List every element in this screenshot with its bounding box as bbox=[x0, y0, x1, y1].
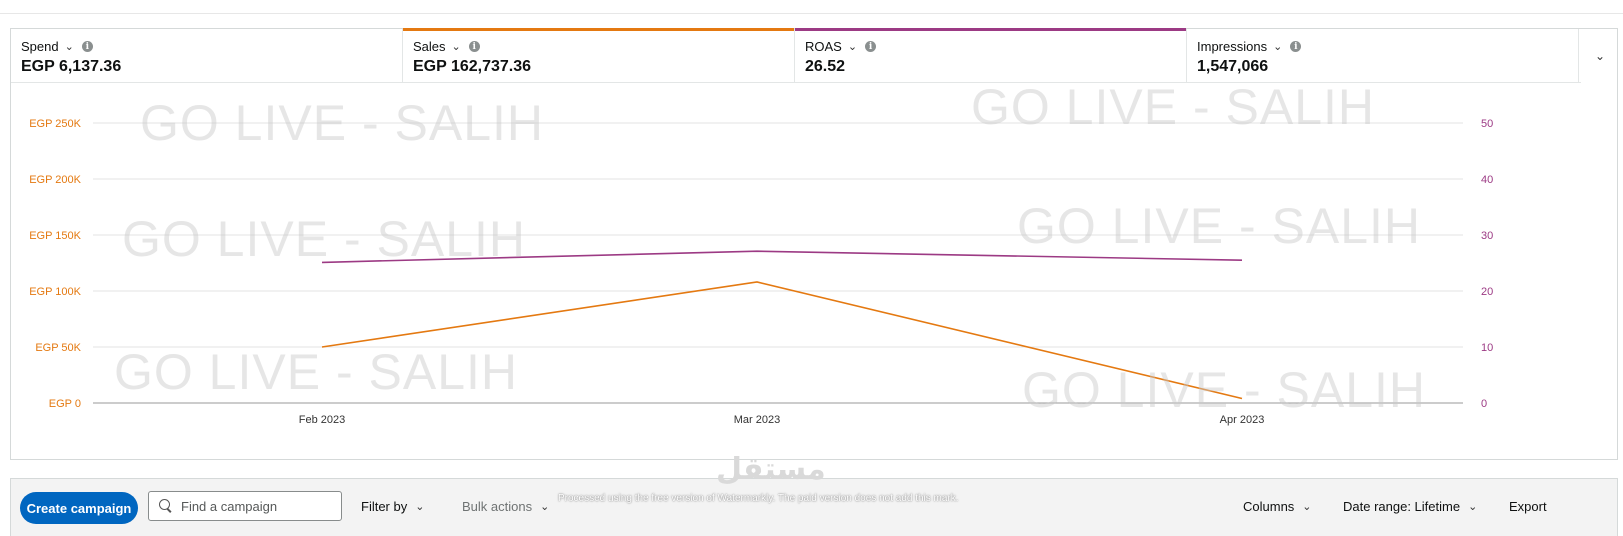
filter-by-label: Filter by bbox=[361, 498, 408, 514]
campaign-toolbar: Create campaign Filter by ⌄ Bulk actions ⌄… bbox=[10, 478, 1618, 536]
metric-impressions-label: Impressions bbox=[1197, 39, 1268, 54]
x-tick-label: Apr 2023 bbox=[1220, 414, 1265, 426]
performance-panel: Spend ⌄ i EGP 6,137.36 Sales ⌄ i EGP 162,737… bbox=[10, 28, 1618, 460]
top-bar bbox=[0, 0, 1623, 14]
filter-by-button[interactable]: Filter by ⌄ bbox=[361, 491, 424, 521]
watermark-logo: مستقل bbox=[716, 452, 826, 487]
bulk-actions-label: Bulk actions bbox=[462, 498, 533, 514]
series-line-roas bbox=[321, 250, 1243, 264]
bulk-actions-button[interactable]: Bulk actions ⌄ bbox=[462, 491, 549, 521]
left-tick-label: EGP 0 bbox=[49, 398, 81, 410]
left-tick-label: EGP 250K bbox=[29, 118, 81, 130]
chevron-down-icon[interactable]: ⌄ bbox=[451, 41, 461, 53]
metric-roas[interactable]: ROAS ⌄ i 26.52 bbox=[795, 28, 1187, 83]
columns-button[interactable]: Columns ⌄ bbox=[1243, 491, 1312, 521]
metric-roas-label: ROAS bbox=[805, 39, 842, 54]
create-campaign-button[interactable]: Create campaign bbox=[20, 492, 138, 524]
chevron-down-icon: ⌄ bbox=[540, 500, 550, 513]
x-tick-label: Mar 2023 bbox=[734, 414, 780, 426]
performance-chart: EGP 0 0 EGP 50K 10 EGP 100K 20 EGP 150K 30 EGP 2… bbox=[29, 118, 1493, 426]
info-icon[interactable]: i bbox=[81, 41, 93, 52]
watermark-note: Processed using the free version of Wate… bbox=[558, 493, 959, 504]
metric-spend-accent bbox=[11, 28, 402, 31]
metric-selector-row: Spend ⌄ i EGP 6,137.36 Sales ⌄ i EGP 162,737… bbox=[11, 28, 1581, 83]
export-label: Export bbox=[1509, 498, 1547, 514]
metric-sales-label: Sales bbox=[413, 39, 446, 54]
metric-impressions-value: 1,547,066 bbox=[1197, 58, 1269, 75]
right-tick-label: 30 bbox=[1481, 230, 1493, 242]
expand-chevron-icon[interactable]: ⌄ bbox=[1594, 49, 1606, 63]
metric-spend-label: Spend bbox=[21, 39, 59, 54]
date-range-label: Date range: Lifetime bbox=[1343, 498, 1461, 514]
metric-sales-accent bbox=[403, 28, 794, 31]
right-tick-label: 10 bbox=[1481, 342, 1493, 354]
metric-sales-value: EGP 162,737.36 bbox=[413, 58, 532, 75]
left-tick-label: EGP 200K bbox=[29, 174, 81, 186]
series-line-sales bbox=[321, 281, 1243, 400]
export-button[interactable]: Export bbox=[1509, 491, 1547, 521]
right-tick-label: 40 bbox=[1481, 174, 1493, 186]
right-tick-label: 0 bbox=[1481, 398, 1487, 410]
chevron-down-icon: ⌄ bbox=[415, 500, 425, 513]
chevron-down-icon: ⌄ bbox=[1468, 500, 1478, 513]
right-tick-label: 50 bbox=[1481, 118, 1493, 130]
date-range-button[interactable]: Date range: Lifetime ⌄ bbox=[1343, 491, 1477, 521]
chevron-down-icon[interactable]: ⌄ bbox=[1273, 41, 1283, 53]
metric-impressions[interactable]: Impressions ⌄ i 1,547,066 bbox=[1187, 29, 1579, 83]
left-tick-label: EGP 50K bbox=[35, 342, 81, 354]
metric-impressions-accent bbox=[1187, 28, 1578, 31]
left-tick-label: EGP 150K bbox=[29, 230, 81, 242]
metric-spend-value: EGP 6,137.36 bbox=[21, 58, 122, 75]
metric-roas-accent bbox=[795, 28, 1186, 31]
search-icon bbox=[159, 499, 173, 513]
info-icon[interactable]: i bbox=[468, 41, 480, 52]
metric-spend[interactable]: Spend ⌄ i EGP 6,137.36 bbox=[11, 29, 403, 83]
left-tick-label: EGP 100K bbox=[29, 286, 81, 298]
info-icon[interactable]: i bbox=[865, 41, 877, 52]
metric-roas-value: 26.52 bbox=[805, 58, 846, 75]
x-tick-label: Feb 2023 bbox=[299, 414, 345, 426]
search-input[interactable] bbox=[181, 498, 331, 514]
chevron-down-icon[interactable]: ⌄ bbox=[64, 41, 74, 53]
chevron-down-icon: ⌄ bbox=[1302, 500, 1312, 513]
metric-sales[interactable]: Sales ⌄ i EGP 162,737.36 bbox=[403, 28, 795, 83]
columns-label: Columns bbox=[1243, 498, 1295, 514]
info-icon[interactable]: i bbox=[1290, 41, 1302, 52]
right-tick-label: 20 bbox=[1481, 286, 1493, 298]
campaign-search[interactable] bbox=[148, 491, 342, 521]
chevron-down-icon[interactable]: ⌄ bbox=[847, 41, 858, 53]
